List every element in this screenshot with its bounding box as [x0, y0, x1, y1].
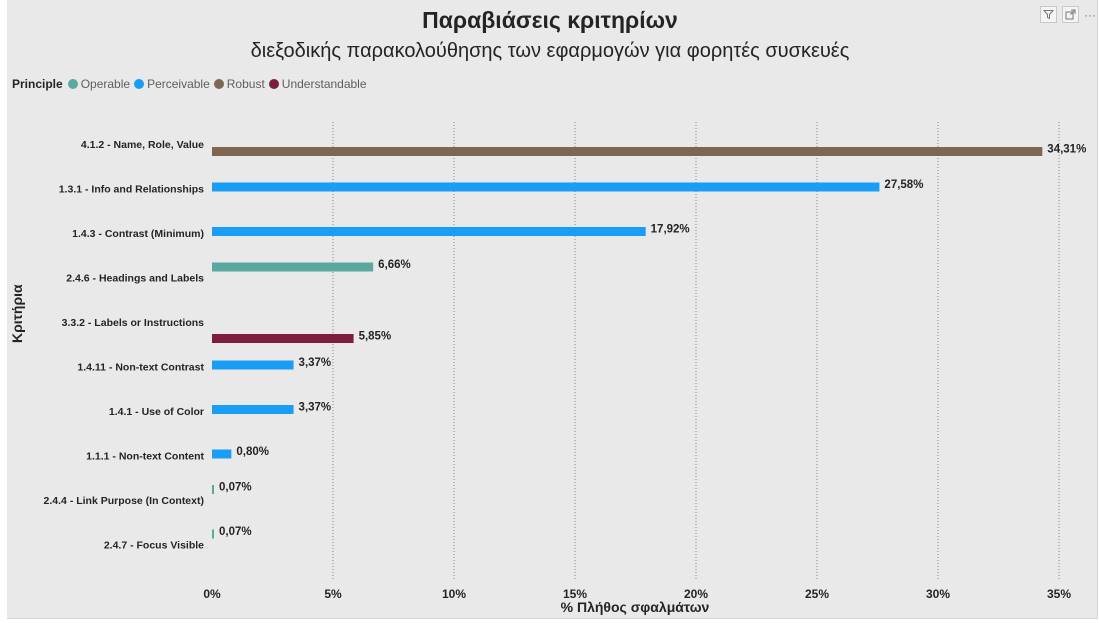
y-category-label: 1.4.1 - Use of Color — [109, 406, 204, 418]
visual-header-toolbar: ··· — [1040, 6, 1096, 23]
data-label: 0,07% — [219, 482, 252, 494]
data-label: 6,66% — [378, 259, 411, 271]
legend-dot-understandable — [268, 79, 279, 89]
bar-perceivable — [212, 405, 294, 414]
bar-robust — [212, 147, 1043, 156]
legend-label-understandable: Understandable — [281, 77, 367, 91]
chart-legend: Principle Operable Perceivable Robust Un… — [12, 77, 371, 91]
y-category-label: 2.4.4 - Link Purpose (In Context) — [44, 495, 204, 507]
data-label: 0,80% — [236, 446, 269, 458]
legend-dot-operable — [67, 79, 78, 89]
data-label: 3,37% — [299, 402, 332, 414]
y-category-label: 3.3.2 - Labels or Instructions — [62, 317, 205, 329]
y-category-label: 4.1.2 - Name, Role, Value — [81, 139, 204, 151]
y-category-label: 1.3.1 - Info and Relationships — [59, 184, 204, 196]
y-category-label: 1.4.11 - Non-text Contrast — [77, 362, 204, 374]
bar-perceivable — [212, 449, 232, 459]
legend-item-perceivable[interactable]: Perceivable — [134, 77, 210, 91]
data-label: 0,07% — [219, 526, 252, 538]
filter-icon[interactable] — [1040, 6, 1057, 23]
more-options-icon[interactable]: ··· — [1084, 7, 1096, 22]
bar-understandable — [212, 334, 354, 343]
data-label: 27,58% — [884, 179, 923, 191]
legend-title: Principle — [12, 77, 63, 91]
x-tick-label: 25% — [805, 587, 829, 601]
legend-dot-perceivable — [134, 79, 145, 89]
data-label: 34,31% — [1047, 144, 1086, 156]
data-label: 3,37% — [299, 357, 332, 369]
legend-label-robust: Robust — [226, 77, 265, 91]
y-category-label: 1.4.3 - Contrast (Minimum) — [72, 228, 204, 240]
x-tick-label: 35% — [1047, 587, 1071, 601]
y-category-label: 2.4.7 - Focus Visible — [104, 540, 204, 552]
bar-perceivable — [212, 227, 646, 236]
x-axis-title: % Πλήθος σφαλμάτων — [560, 599, 710, 615]
bar-operable — [212, 485, 214, 494]
legend-label-operable: Operable — [80, 77, 131, 91]
bar-perceivable — [212, 182, 880, 192]
bar-operable — [212, 262, 374, 272]
x-tick-label: 15% — [563, 587, 587, 601]
bar-operable — [212, 529, 214, 539]
bar-perceivable — [212, 360, 294, 370]
chart-title: Παραβιάσεις κριτηρίων — [422, 7, 678, 33]
x-tick-label: 5% — [324, 587, 342, 601]
x-tick-label: 30% — [926, 587, 950, 601]
legend-item-understandable[interactable]: Understandable — [268, 77, 367, 91]
x-tick-label: 0% — [203, 587, 221, 601]
y-category-label: 1.1.1 - Non-text Content — [86, 451, 204, 463]
chart-subtitle: διεξοδικής παρακολούθησης των εφαρμογών … — [250, 40, 850, 62]
legend-item-robust[interactable]: Robust — [213, 77, 265, 91]
x-tick-label: 20% — [684, 587, 708, 601]
focus-mode-icon[interactable] — [1062, 6, 1079, 23]
y-category-label: 2.4.6 - Headings and Labels — [66, 273, 204, 285]
x-tick-label: 10% — [442, 587, 466, 601]
chart-card — [7, 0, 1098, 619]
legend-dot-robust — [213, 79, 224, 89]
legend-label-perceivable: Perceivable — [147, 77, 210, 91]
data-label: 17,92% — [651, 224, 690, 236]
data-label: 5,85% — [359, 331, 392, 343]
legend-item-operable[interactable]: Operable — [67, 77, 131, 91]
